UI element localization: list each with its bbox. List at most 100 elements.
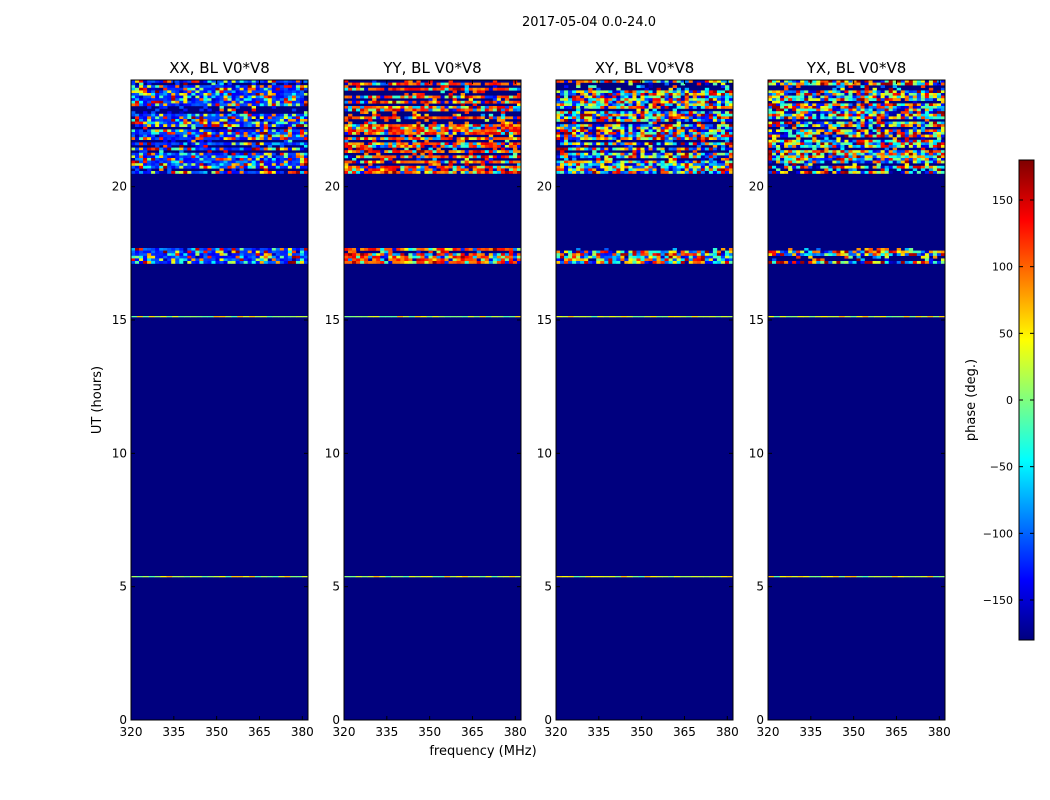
heatmap-cell	[267, 93, 273, 96]
heatmap-cell	[352, 165, 357, 169]
heatmap-cell	[360, 137, 365, 140]
heatmap-cell	[672, 126, 677, 130]
heatmap-cell	[652, 126, 657, 130]
heatmap-cell	[275, 171, 281, 174]
heatmap-cell	[380, 145, 385, 148]
heatmap-cell	[632, 258, 637, 262]
heatmap-cell	[139, 98, 144, 101]
heatmap-cell	[648, 132, 653, 135]
heatmap-cell	[247, 163, 252, 166]
heatmap-cell	[396, 168, 401, 172]
heatmap-cell	[515, 576, 522, 578]
heatmap-cell	[624, 113, 629, 117]
heatmap-cell	[644, 137, 649, 140]
heatmap-cell	[239, 87, 244, 91]
heatmap-cell	[652, 250, 657, 254]
heatmap-cell	[568, 126, 573, 130]
heatmap-cell	[704, 147, 710, 151]
heatmap-cell	[872, 87, 877, 91]
heatmap-cell	[195, 261, 200, 264]
heatmap-cell	[468, 126, 474, 130]
heatmap-cell	[624, 98, 629, 101]
heatmap-cell	[812, 98, 817, 101]
heatmap-cell	[444, 142, 449, 146]
heatmap-cell	[676, 90, 682, 94]
heatmap-cell	[235, 103, 240, 107]
heatmap-cell	[396, 108, 401, 112]
heatmap-cell	[432, 132, 437, 135]
heatmap-cell	[660, 261, 665, 264]
heatmap-cell	[626, 576, 633, 578]
heatmap-cell	[219, 113, 224, 117]
heatmap-cell	[696, 255, 702, 259]
heatmap-cell	[664, 93, 669, 96]
heatmap-cell	[404, 116, 409, 120]
heatmap-cell	[155, 108, 160, 112]
heatmap-cell	[291, 258, 297, 262]
heatmap-cell	[163, 132, 168, 135]
heatmap-cell	[664, 142, 669, 146]
heatmap-cell	[500, 255, 506, 259]
heatmap-cell	[175, 253, 180, 256]
heatmap-cell	[509, 316, 516, 318]
heatmap-cell	[628, 147, 633, 151]
heatmap-cell	[388, 106, 393, 109]
heatmap-cell	[291, 160, 297, 164]
heatmap-cell	[175, 171, 180, 174]
heatmap-cell	[674, 576, 681, 578]
heatmap-cell	[408, 145, 413, 148]
heatmap-cell	[195, 134, 200, 138]
heatmap-cell	[428, 250, 433, 254]
heatmap-cell	[167, 90, 172, 94]
heatmap-cell	[251, 106, 257, 109]
heatmap-cell	[303, 155, 309, 159]
heatmap-cell	[175, 103, 180, 107]
heatmap-cell	[864, 98, 869, 101]
heatmap-cell	[295, 95, 301, 99]
heatmap-cell	[836, 106, 841, 109]
heatmap-cell	[584, 93, 589, 96]
heatmap-cell	[768, 98, 773, 101]
heatmap-cell	[464, 168, 470, 172]
heatmap-cell	[608, 163, 613, 166]
heatmap-cell	[585, 316, 592, 318]
heatmap-cell	[259, 116, 265, 120]
heatmap-cell	[472, 108, 478, 112]
heatmap-cell	[295, 160, 301, 164]
heatmap-cell	[195, 95, 200, 99]
heatmap-cell	[135, 152, 140, 156]
heatmap-cell	[784, 85, 789, 88]
heatmap-cell	[568, 90, 573, 94]
heatmap-cell	[155, 95, 160, 99]
heatmap-cell	[187, 163, 192, 166]
heatmap-cell	[199, 87, 204, 91]
heatmap-cell	[364, 111, 369, 114]
heatmap-cell	[556, 111, 561, 114]
heatmap-cell	[640, 155, 645, 159]
heatmap-cell	[600, 93, 605, 96]
heatmap-cell	[492, 155, 498, 159]
heatmap-cell	[195, 132, 200, 135]
heatmap-cell	[503, 576, 510, 578]
heatmap-cell	[940, 80, 946, 83]
heatmap-cell	[492, 80, 498, 83]
heatmap-cell	[476, 171, 482, 174]
heatmap-cell	[772, 103, 777, 107]
heatmap-cell	[576, 261, 581, 264]
heatmap-cell	[580, 106, 585, 109]
heatmap-cell	[464, 142, 470, 146]
heatmap-cell	[183, 250, 188, 254]
heatmap-cell	[904, 90, 910, 94]
heatmap-cell	[472, 126, 478, 130]
heatmap-cell	[175, 250, 180, 254]
heatmap-cell	[628, 100, 633, 104]
heatmap-cell	[860, 93, 865, 96]
heatmap-cell	[784, 80, 789, 83]
y-tick-label: 20	[112, 180, 127, 194]
heatmap-cell	[832, 103, 837, 107]
heatmap-cell	[592, 106, 597, 109]
heatmap-cell	[500, 121, 506, 125]
heatmap-cell	[888, 103, 894, 107]
heatmap-cell	[131, 142, 136, 146]
heatmap-cell	[648, 106, 653, 109]
